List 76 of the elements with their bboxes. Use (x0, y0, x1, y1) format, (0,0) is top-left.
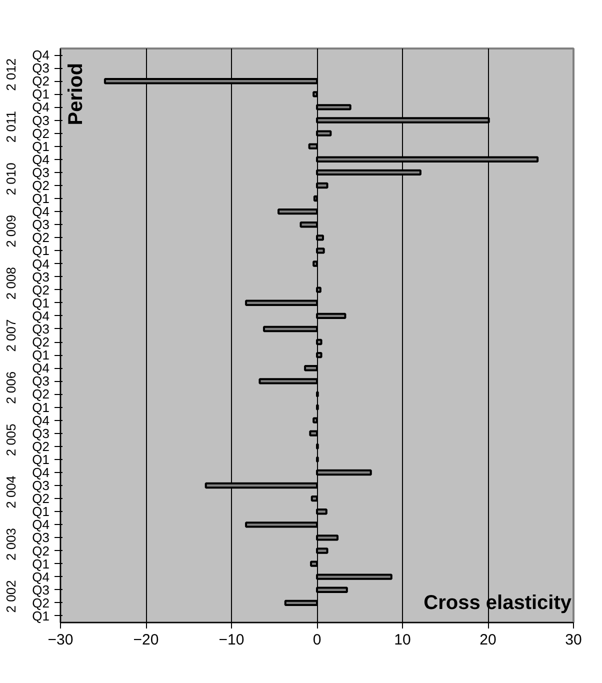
bar (316, 469, 372, 476)
bar (316, 534, 339, 541)
bar (204, 482, 318, 489)
bar (316, 234, 324, 241)
bar (312, 91, 318, 98)
bar (316, 508, 328, 515)
bar (316, 248, 325, 254)
y-tick-label: Q1 (32, 348, 50, 363)
x-tick-label: 30 (565, 632, 582, 648)
y-tick-label: Q2 (32, 491, 50, 506)
y-tick-label: Q4 (32, 360, 50, 376)
bar (316, 338, 322, 346)
bar (316, 312, 346, 320)
y-tick-label: Q2 (32, 334, 50, 350)
bar (316, 182, 328, 189)
y-tick-label: Q3 (32, 112, 50, 128)
text: 2 008 (4, 267, 18, 300)
bar (316, 548, 328, 554)
x-tick-label: 20 (480, 632, 496, 648)
bar (312, 260, 318, 267)
y-tick-label: Q4 (32, 100, 50, 115)
y-tick-label: Q4 (32, 256, 50, 272)
bar (316, 574, 392, 580)
bar (262, 326, 318, 332)
y-tick-label: Q1 (32, 86, 50, 102)
y-tick-label: Q3 (32, 530, 50, 546)
bar (316, 586, 348, 593)
y-tick-label: Q2 (32, 230, 50, 246)
text: 2 006 (4, 371, 18, 404)
y-axis-title: Period (64, 63, 87, 126)
text: 2 007 (4, 319, 18, 352)
bar (316, 352, 322, 358)
y-tick-label: Q3 (32, 60, 50, 76)
y-tick-label: Q4 (32, 517, 50, 532)
bar (316, 286, 322, 293)
x-tick-label: 0 (312, 632, 322, 648)
x-tick-label: −30 (48, 632, 74, 648)
y-tick-label: Q3 (32, 217, 50, 232)
text: 2 009 (4, 214, 18, 248)
y-tick-label: Q4 (32, 204, 50, 220)
bar (313, 195, 318, 202)
x-tick-label: 10 (394, 632, 411, 648)
bar (316, 169, 422, 176)
y-tick-label: Q4 (32, 48, 50, 63)
bar (312, 417, 318, 424)
y-tick-label: Q1 (32, 504, 50, 520)
x-tick-label: −20 (133, 632, 159, 648)
bar (308, 143, 318, 150)
y-tick-label: Q3 (32, 374, 50, 389)
y-tick-label: Q1 (32, 400, 50, 415)
bar (278, 208, 318, 215)
y-tick-label: Q2 (32, 74, 50, 89)
bar (310, 560, 318, 567)
bar (316, 104, 352, 110)
text: 2 003 (4, 528, 18, 560)
y-tick-label: Q2 (32, 386, 50, 402)
bar (245, 300, 318, 306)
text: 2 011 (4, 110, 18, 143)
y-tick-label: Q1 (32, 243, 50, 258)
bar (310, 495, 318, 502)
text: 2 012 (4, 58, 18, 91)
bar (245, 522, 318, 528)
text: 2 010 (4, 162, 18, 196)
bar (304, 365, 318, 372)
text: 2 005 (4, 424, 18, 456)
text: 2 002 (4, 580, 18, 613)
bar (316, 130, 332, 136)
bar (309, 430, 318, 436)
bar (284, 600, 318, 606)
y-tick-label: Q1 (32, 191, 50, 206)
y-tick-label: Q2 (32, 543, 50, 558)
bar (300, 222, 318, 228)
y-tick-label: Q3 (32, 478, 50, 494)
text: 2 004 (4, 476, 18, 508)
x-tick-label: −10 (218, 632, 244, 648)
bar (258, 378, 318, 384)
